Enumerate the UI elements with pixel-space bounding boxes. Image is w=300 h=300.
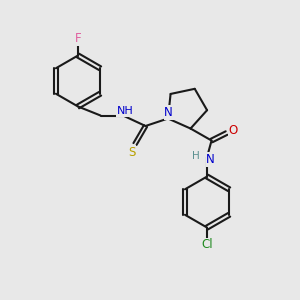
Text: S: S [128, 146, 136, 159]
Text: O: O [229, 124, 238, 136]
Text: H: H [192, 151, 200, 160]
Text: N: N [206, 153, 215, 166]
Text: NH: NH [117, 106, 134, 116]
Text: F: F [75, 32, 81, 46]
Text: N: N [164, 106, 173, 119]
Text: Cl: Cl [201, 238, 213, 251]
